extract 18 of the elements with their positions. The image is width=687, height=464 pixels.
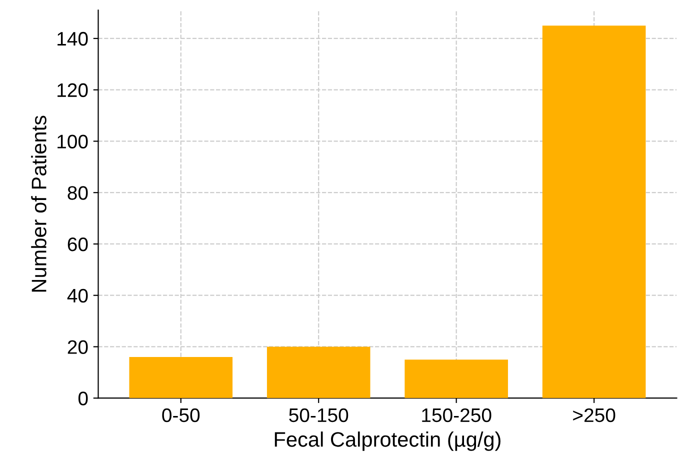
y-tick-label: 0 [78, 392, 88, 406]
x-tick-label: 150-250 [422, 408, 492, 422]
y-tick-label: 20 [68, 340, 88, 354]
x-tick-label: 50-150 [289, 408, 348, 422]
y-tick-label: 40 [67, 288, 88, 303]
y-tick-label: 120 [58, 83, 88, 98]
y-tick-label: 100 [58, 134, 88, 148]
x-tick-label: >250 [573, 408, 616, 422]
x-axis-title: Fecal Calprotectin (µg/g) [274, 432, 500, 451]
y-tick-label: 60 [68, 237, 88, 252]
y-tick-label: 80 [68, 186, 88, 200]
x-tick-label: 0-50 [162, 408, 200, 422]
bar [404, 360, 508, 398]
bar [129, 357, 233, 398]
y-axis-title: Number of Patients [31, 116, 46, 292]
bar [266, 346, 370, 398]
bar [542, 26, 646, 398]
y-tick-label: 140 [58, 32, 88, 46]
